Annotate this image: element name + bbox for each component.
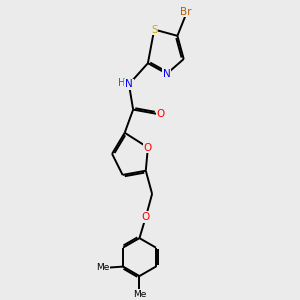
Text: Me: Me — [96, 263, 109, 272]
Text: S: S — [151, 25, 158, 34]
Text: O: O — [156, 109, 165, 119]
Text: H: H — [118, 78, 125, 88]
Text: O: O — [144, 142, 152, 152]
Text: N: N — [163, 69, 171, 79]
Text: Br: Br — [180, 7, 192, 16]
Text: O: O — [142, 212, 150, 222]
Text: N: N — [125, 79, 133, 89]
Text: Me: Me — [133, 290, 146, 299]
